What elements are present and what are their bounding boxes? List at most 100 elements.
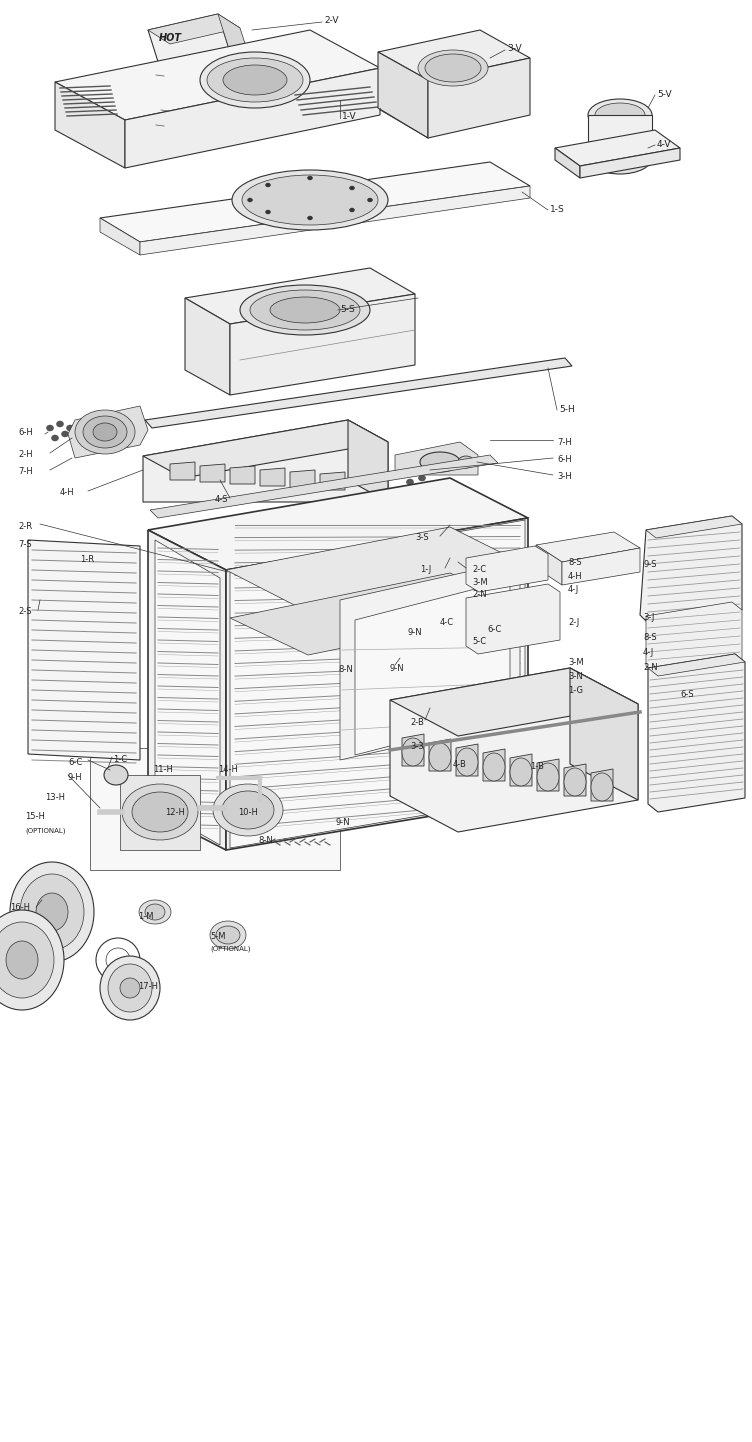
Text: 17-H: 17-H — [138, 982, 158, 991]
Text: 4-C: 4-C — [440, 619, 454, 627]
Text: 4-V: 4-V — [657, 140, 672, 149]
Polygon shape — [230, 466, 255, 485]
Polygon shape — [90, 748, 340, 870]
Polygon shape — [100, 162, 530, 242]
Text: 6-S: 6-S — [680, 691, 693, 699]
Text: 2-H: 2-H — [18, 450, 32, 459]
Ellipse shape — [308, 176, 313, 180]
Text: 2-J: 2-J — [568, 619, 579, 627]
Text: 4-B: 4-B — [453, 760, 467, 769]
Polygon shape — [510, 754, 532, 786]
Text: 1-M: 1-M — [138, 911, 153, 921]
Ellipse shape — [265, 183, 271, 187]
Polygon shape — [591, 769, 613, 800]
Text: 2-C: 2-C — [472, 565, 486, 574]
Polygon shape — [100, 218, 140, 255]
Text: 7-H: 7-H — [18, 467, 33, 476]
Text: 8-N: 8-N — [258, 836, 273, 845]
Polygon shape — [155, 539, 220, 845]
Text: 1-R: 1-R — [80, 555, 94, 564]
Polygon shape — [150, 456, 498, 518]
Ellipse shape — [250, 290, 360, 330]
Text: 5-H: 5-H — [559, 405, 575, 414]
Polygon shape — [428, 58, 530, 138]
Ellipse shape — [308, 216, 313, 221]
Polygon shape — [218, 14, 252, 65]
Ellipse shape — [564, 769, 586, 796]
Text: 8-S: 8-S — [643, 633, 656, 642]
Text: 5-S: 5-S — [340, 306, 355, 314]
Text: 4-J: 4-J — [643, 647, 654, 658]
Polygon shape — [564, 764, 586, 796]
Text: 8-S: 8-S — [568, 558, 581, 567]
Ellipse shape — [426, 461, 433, 469]
Polygon shape — [555, 130, 680, 166]
Ellipse shape — [93, 423, 117, 441]
Polygon shape — [340, 559, 520, 760]
Polygon shape — [466, 584, 560, 655]
Text: 2-B: 2-B — [410, 718, 424, 727]
Ellipse shape — [122, 784, 198, 841]
Ellipse shape — [0, 921, 54, 998]
Polygon shape — [580, 149, 680, 177]
Text: HOT: HOT — [159, 33, 181, 43]
Ellipse shape — [139, 900, 171, 924]
Ellipse shape — [120, 978, 140, 998]
Polygon shape — [230, 521, 525, 848]
Text: 16-H: 16-H — [10, 903, 30, 911]
Polygon shape — [483, 748, 505, 782]
Polygon shape — [640, 516, 742, 624]
Text: 3-J: 3-J — [643, 613, 654, 622]
Ellipse shape — [47, 425, 53, 431]
Polygon shape — [68, 407, 148, 459]
Text: 9-S: 9-S — [643, 559, 656, 570]
Polygon shape — [290, 470, 315, 487]
Text: 1-B: 1-B — [530, 761, 544, 771]
Ellipse shape — [240, 286, 370, 335]
Text: 6-H: 6-H — [18, 428, 33, 437]
Text: 9-N: 9-N — [408, 629, 423, 637]
Text: 1-C: 1-C — [113, 756, 127, 764]
Polygon shape — [378, 30, 530, 79]
Ellipse shape — [456, 748, 478, 776]
Text: 5-C: 5-C — [472, 637, 486, 646]
Ellipse shape — [83, 415, 127, 448]
Text: 7-H: 7-H — [557, 438, 572, 447]
Polygon shape — [555, 149, 580, 177]
Text: 1-J: 1-J — [420, 565, 431, 574]
Ellipse shape — [270, 297, 340, 323]
Ellipse shape — [510, 758, 532, 786]
Text: 4-H: 4-H — [568, 572, 583, 581]
Ellipse shape — [429, 743, 451, 771]
Polygon shape — [378, 52, 428, 138]
Ellipse shape — [407, 479, 414, 485]
Polygon shape — [466, 547, 548, 593]
Polygon shape — [170, 461, 195, 480]
Ellipse shape — [132, 792, 188, 832]
Ellipse shape — [368, 198, 372, 202]
Ellipse shape — [6, 942, 38, 979]
Polygon shape — [125, 68, 380, 169]
Text: 1-G: 1-G — [568, 686, 583, 695]
Text: 4-J: 4-J — [568, 585, 579, 594]
Text: 5-V: 5-V — [657, 89, 672, 99]
Ellipse shape — [402, 738, 424, 766]
Text: 3-M: 3-M — [568, 658, 584, 668]
Polygon shape — [390, 668, 638, 735]
Polygon shape — [140, 186, 530, 255]
Polygon shape — [148, 531, 226, 849]
Ellipse shape — [591, 773, 613, 800]
Text: 3-H: 3-H — [557, 472, 572, 482]
Text: 12-H: 12-H — [165, 808, 185, 818]
Ellipse shape — [100, 956, 160, 1019]
Polygon shape — [355, 580, 510, 756]
Text: 15-H: 15-H — [25, 812, 45, 820]
Polygon shape — [226, 526, 528, 610]
Polygon shape — [646, 516, 742, 538]
Text: 1-S: 1-S — [550, 205, 565, 213]
Text: 2-N: 2-N — [643, 663, 658, 672]
Ellipse shape — [595, 102, 645, 127]
Polygon shape — [537, 758, 559, 792]
Ellipse shape — [75, 410, 135, 454]
Ellipse shape — [588, 99, 652, 131]
